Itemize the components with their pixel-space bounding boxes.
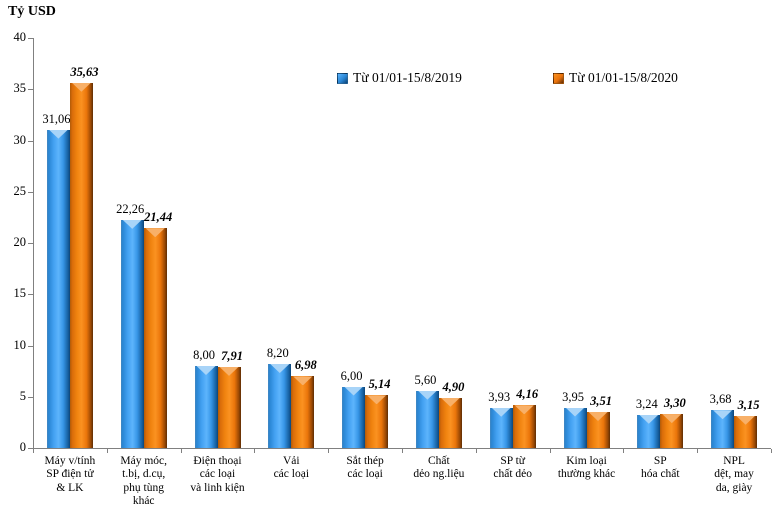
category-label: Máy móc, t.bị, d.cụ, phụ tùng khác [120, 455, 167, 507]
x-axis-line [33, 448, 771, 449]
bar-2019 [563, 407, 587, 448]
x-axis-tick [549, 449, 551, 453]
value-label-2020: 35,63 [70, 64, 99, 79]
category-label: Vải các loại [273, 455, 310, 481]
bar-2020 [660, 414, 684, 448]
y-axis-tick [28, 345, 33, 347]
y-axis-tick [28, 89, 33, 91]
value-label-2020: 5,14 [368, 377, 391, 392]
bar-2019 [194, 366, 218, 448]
y-axis-label: 30 [13, 132, 27, 147]
bar-2019 [415, 390, 439, 448]
y-axis-label: 35 [13, 81, 27, 96]
x-axis-tick [402, 449, 403, 453]
y-axis-tick [28, 38, 33, 39]
x-axis-tick [254, 449, 256, 453]
bar-2020 [365, 395, 389, 448]
legend-swatch-2019-icon [337, 72, 348, 84]
value-label-2020: 3,15 [737, 397, 760, 412]
category-label: Điện thoại các loại và linh kiện [190, 455, 245, 494]
y-axis-label: 0 [19, 440, 26, 454]
value-label-2019: 3,68 [709, 392, 732, 407]
legend-item-2019: Từ 01/01-15/8/2019 [337, 70, 462, 86]
value-label-2019: 22,26 [116, 201, 145, 216]
bar-2019 [120, 219, 144, 448]
bar-2019 [342, 386, 366, 448]
bar-2019 [268, 363, 292, 448]
category-label: Máy v/tính SP điện tử & LK [44, 455, 96, 494]
category-label: SP hóa chất [640, 455, 680, 481]
value-label-2019: 3,93 [488, 389, 511, 404]
value-label-2020: 4,90 [442, 379, 465, 394]
bar-2020 [438, 397, 462, 448]
value-label-2019: 3,95 [562, 389, 584, 404]
value-label-2019: 3,24 [635, 396, 658, 411]
bar-2019 [711, 410, 735, 448]
value-label-2020: 7,91 [221, 348, 243, 363]
x-axis-tick [328, 449, 330, 453]
y-axis-label: 5 [19, 388, 26, 403]
category-label: NPL dệt, may da, giày [714, 455, 754, 494]
y-axis-tick [28, 140, 33, 142]
value-label-2020: 3,51 [590, 394, 612, 409]
legend-label-2019: Từ 01/01-15/8/2019 [353, 70, 462, 85]
value-label-2019: 6,00 [340, 368, 363, 383]
y-axis-tick [28, 294, 33, 296]
legend-label-2020: Từ 01/01-15/8/2020 [569, 70, 678, 85]
bar-2019 [637, 414, 661, 448]
y-axis-label: 15 [13, 286, 27, 301]
bar-2020 [217, 366, 241, 448]
bar-2020 [291, 376, 315, 448]
x-axis-tick [33, 449, 34, 453]
x-axis-tick [771, 449, 772, 453]
bar-2020 [143, 228, 167, 448]
value-label-2019: 8,00 [193, 348, 215, 362]
category-label: SP từ chất dẻo [493, 455, 532, 481]
category-label: Sắt thép các loại [346, 455, 384, 481]
value-label-2020: 3,30 [663, 396, 686, 411]
y-axis-tick [28, 396, 33, 398]
chart-title: Tỷ USD [8, 4, 56, 19]
bar-2019 [489, 407, 513, 448]
legend-item-2020: Từ 01/01-15/8/2020 [553, 70, 678, 86]
y-axis-tick [28, 448, 33, 449]
x-axis-tick [623, 449, 625, 453]
legend-swatch-2020-icon [553, 72, 564, 84]
value-label-2020: 21,44 [144, 210, 173, 225]
x-axis-tick [180, 449, 182, 453]
value-label-2019: 31,06 [42, 111, 71, 126]
bar-2020 [586, 412, 610, 448]
y-axis-label: 10 [13, 337, 27, 352]
y-axis-line [33, 38, 34, 449]
x-axis-tick [106, 449, 108, 453]
value-label-2019: 5,60 [414, 372, 437, 387]
category-label: Kim loại thường khác [557, 455, 616, 481]
y-axis-label: 25 [13, 183, 27, 198]
value-label-2020: 4,16 [516, 387, 539, 402]
bar-2020 [69, 82, 93, 448]
bar-2020 [512, 405, 536, 448]
x-axis-tick [475, 449, 477, 453]
value-label-2019: 8,20 [266, 345, 289, 360]
bar-2020 [734, 415, 758, 448]
value-label-2020: 6,98 [294, 358, 317, 373]
category-label: Chất dẻo ng.liệu [413, 455, 465, 481]
y-axis-tick [28, 243, 33, 244]
y-axis-tick [28, 191, 33, 193]
y-axis-label: 20 [13, 235, 27, 249]
y-axis-label: 40 [13, 30, 27, 44]
x-axis-tick [697, 449, 699, 453]
bar-2019 [46, 129, 70, 448]
